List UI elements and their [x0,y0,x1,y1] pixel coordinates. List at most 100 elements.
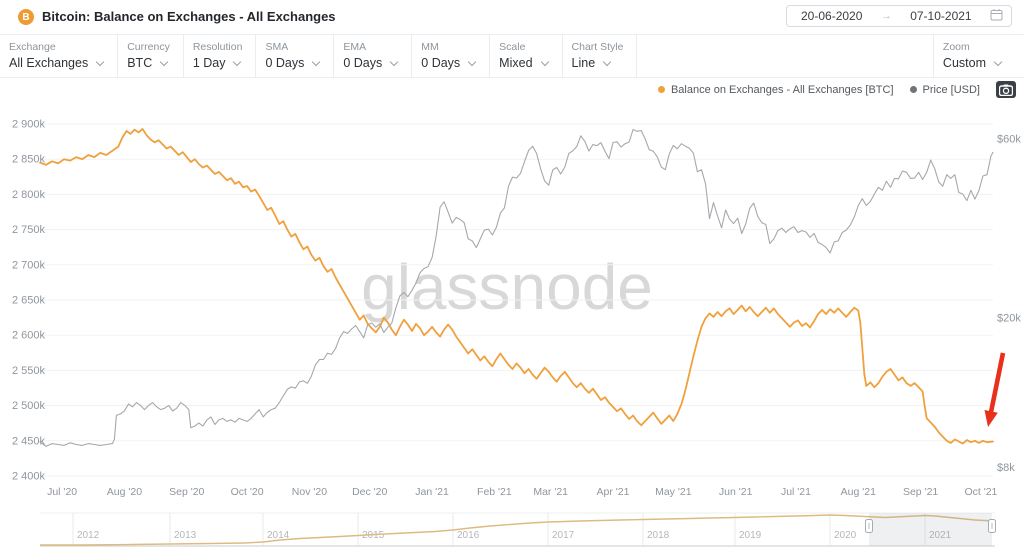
chevron-down-icon [160,59,168,67]
page-title: Bitcoin: Balance on Exchanges - All Exch… [42,9,336,24]
camera-icon [999,84,1013,96]
x-axis-labels: Jul '20 Aug '20 Sep '20 Oct '20 Nov '20 Dec '… [47,486,997,498]
toolbar-dropdown-value: 0 Days [265,56,305,70]
svg-text:2 600k: 2 600k [12,330,46,342]
chevron-down-icon [994,59,1002,67]
toolbar-dropdown-label: Chart Style [571,41,624,53]
svg-text:May '21: May '21 [655,486,692,498]
svg-text:2 400k: 2 400k [12,471,46,483]
bitcoin-icon: B [18,9,34,25]
toolbar-spacer [637,35,932,77]
navigator-balance-curve [40,514,996,546]
toolbar-dropdown-label: MM [421,41,439,53]
toolbar-dropdown-label: SMA [265,41,289,53]
zoom-dropdown-label: Zoom [942,41,970,53]
toolbar-dropdown-value: 0 Days [343,56,383,70]
navigator-handle-right[interactable] [988,519,996,533]
svg-text:2 750k: 2 750k [12,224,46,236]
toolbar-dropdown-value: 1 Day [192,56,226,70]
toolbar-dropdown[interactable]: Chart Style Line [563,35,638,77]
svg-text:Dec '20: Dec '20 [352,486,387,498]
svg-text:Oct '21: Oct '21 [964,486,997,498]
chevron-down-icon [390,59,398,67]
chevron-down-icon [233,59,241,67]
svg-text:2 550k: 2 550k [12,365,46,377]
svg-text:Oct '20: Oct '20 [231,486,264,498]
price-series-dot-icon [909,86,917,93]
navigator-selection[interactable] [869,513,992,546]
svg-text:2017: 2017 [552,530,575,541]
toolbar-dropdown[interactable]: SMA 0 Days [256,35,335,77]
date-range-arrow-icon: → [880,10,892,22]
svg-text:Nov '20: Nov '20 [292,486,327,498]
timeline-navigator[interactable]: 2012 2013 2014 2015 2016 2017 2018 2019 2020 2021 [40,512,996,547]
navigator-handle-left[interactable] [865,519,873,533]
svg-text:2 500k: 2 500k [12,400,46,412]
legend-label-price: Price [USD] [922,83,980,96]
zoom-dropdown-value: Custom [942,56,986,70]
toolbar-dropdown-label: Resolution [192,41,243,53]
balance-series-dot-icon [657,86,665,93]
legend: Balance on Exchanges - All Exchanges [BT… [657,81,1016,98]
svg-text:$8k: $8k [997,462,1015,474]
svg-text:Apr '21: Apr '21 [597,486,630,498]
svg-text:2 850k: 2 850k [12,154,46,166]
svg-text:$60k: $60k [997,134,1021,146]
svg-text:2 900k: 2 900k [12,119,46,131]
legend-item-price[interactable]: Price [USD] [909,83,980,96]
svg-text:Sep '21: Sep '21 [903,486,938,498]
toolbar-dropdown-value: Line [571,56,596,70]
legend-label-balance: Balance on Exchanges - All Exchanges [BT… [670,83,894,96]
svg-text:2016: 2016 [457,530,480,541]
svg-text:Aug '20: Aug '20 [107,486,142,498]
toolbar: Exchange All Exchanges Currency BTC Reso… [0,34,1024,78]
svg-text:Feb '21: Feb '21 [477,486,512,498]
svg-text:2012: 2012 [77,530,100,541]
chart-header: B Bitcoin: Balance on Exchanges - All Ex… [0,0,1024,34]
toolbar-dropdown[interactable]: Exchange All Exchanges [0,35,119,77]
toolbar-dropdown-label: EMA [343,41,367,53]
toolbar-dropdown-value: 0 Days [421,56,461,70]
svg-text:2013: 2013 [174,530,197,541]
date-end[interactable]: 07-10-2021 [910,9,972,23]
svg-text:Jul '20: Jul '20 [47,486,77,498]
svg-text:Jul '21: Jul '21 [781,486,811,498]
chevron-down-icon [96,59,104,67]
legend-item-balance[interactable]: Balance on Exchanges - All Exchanges [BT… [657,83,894,96]
date-range-picker[interactable]: 20-06-2020 → 07-10-2021 [786,5,1012,27]
toolbar-dropdown[interactable]: Currency BTC [118,35,184,77]
toolbar-dropdown[interactable]: Resolution 1 Day [184,35,257,77]
svg-text:Aug '21: Aug '21 [841,486,876,498]
svg-text:2014: 2014 [267,530,290,541]
svg-text:Jun '21: Jun '21 [719,486,753,498]
toolbar-dropdown-label: Exchange [9,41,56,53]
camera-button[interactable] [996,81,1016,98]
toolbar-dropdown[interactable]: Scale Mixed [490,35,563,77]
svg-text:2019: 2019 [739,530,762,541]
toolbar-dropdowns: Exchange All Exchanges Currency BTC Reso… [0,35,638,77]
svg-text:2015: 2015 [362,530,385,541]
toolbar-dropdown-label: Currency [127,41,170,53]
chevron-down-icon [312,59,320,67]
svg-text:Sep '20: Sep '20 [169,486,204,498]
svg-text:2018: 2018 [647,530,670,541]
svg-text:Mar '21: Mar '21 [533,486,568,498]
toolbar-dropdown-value: BTC [127,56,153,70]
chevron-down-icon [603,59,611,67]
date-start[interactable]: 20-06-2020 [801,9,863,23]
svg-text:2 800k: 2 800k [12,189,46,201]
svg-text:2021: 2021 [929,530,952,541]
toolbar-dropdown[interactable]: MM 0 Days [412,35,491,77]
calendar-icon[interactable] [990,8,1003,24]
svg-text:2020: 2020 [834,530,857,541]
toolbar-dropdown-value: All Exchanges [9,56,89,70]
chevron-down-icon [541,59,549,67]
chevron-down-icon [468,59,476,67]
toolbar-dropdown-value: Mixed [499,56,533,70]
toolbar-dropdown[interactable]: EMA 0 Days [334,35,413,77]
trend-arrow-annotation [984,352,1006,427]
svg-text:2 450k: 2 450k [12,435,46,447]
zoom-dropdown[interactable]: Zoom Custom [932,35,1024,77]
glassnode-watermark: glassnode [361,251,653,323]
svg-text:Jan '21: Jan '21 [415,486,449,498]
